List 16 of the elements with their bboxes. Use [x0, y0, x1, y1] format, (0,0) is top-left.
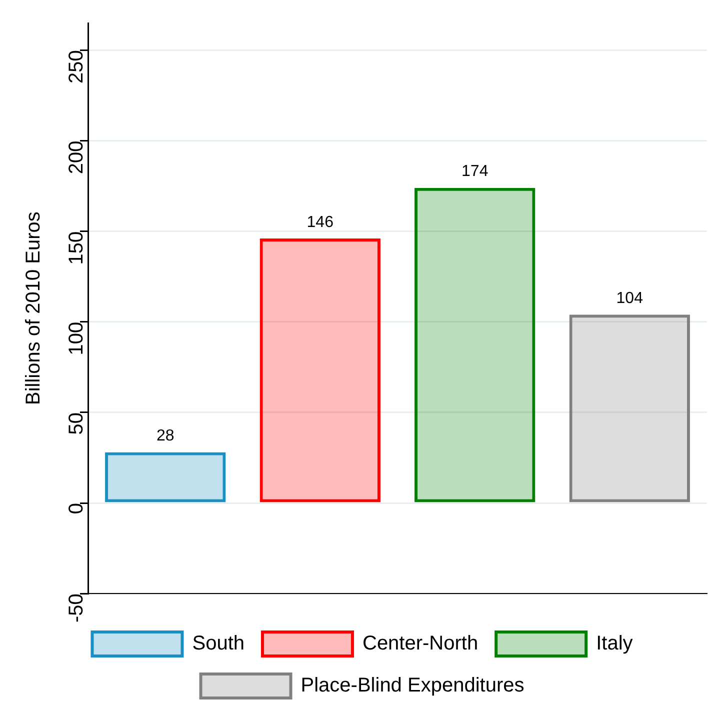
y-tick-label: 100: [66, 322, 88, 356]
y-tick-label: 50: [66, 412, 88, 435]
y-tick-label: 0: [66, 503, 88, 514]
data-label: 104: [616, 290, 644, 308]
y-axis-title: Billions of 2010 Euros: [22, 212, 45, 406]
data-label: 174: [462, 163, 488, 180]
y-tick-label: 200: [66, 140, 88, 174]
data-label: 28: [156, 428, 174, 445]
y-tick-label: 250: [66, 50, 88, 84]
legend-label: Italy: [596, 632, 633, 655]
y-tick-label: -50: [66, 594, 88, 623]
legend-label: Center-North: [362, 632, 478, 655]
legend-label: South: [192, 632, 244, 655]
legend-label: Place-Blind Expenditures: [300, 674, 524, 697]
y-tick-label: 150: [66, 231, 88, 265]
data-label: 146: [306, 214, 334, 231]
